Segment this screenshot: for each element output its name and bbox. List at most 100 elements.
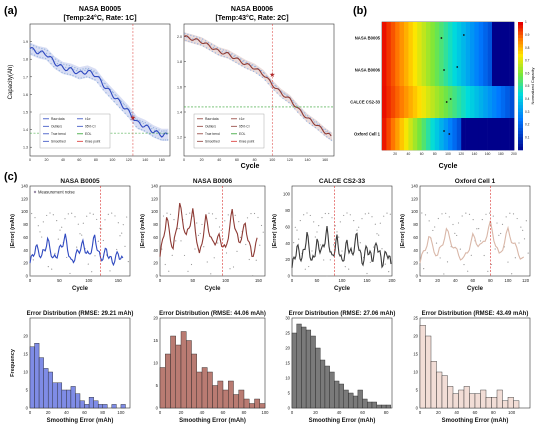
noise-point [419,266,421,268]
error-y-tick: 40 [285,241,290,246]
panel-a-left: NASA B0005 [Temp:24°C, Rate: 1C] Capacit… [8,6,171,162]
histogram-y-tick: 5 [416,388,419,393]
error-y-tick: 0 [416,274,419,279]
noise-point [229,268,231,270]
smoothed-line [183,35,332,137]
histogram-bar [343,389,349,409]
noise-point [91,271,93,273]
histogram-bar [222,389,229,409]
raw-data-point [77,77,80,79]
error-panel-title: CALCE CS2-33 [319,178,366,185]
histogram-panel: Error Distribution (RMSE: 44.06 mAh) Smoo… [153,311,269,424]
noise-point [369,261,371,263]
raw-data-point [44,57,47,60]
heatmap-cell [430,86,436,119]
legend-label: Smoothed [51,140,66,144]
raw-data-point [105,92,107,94]
noise-point [168,270,170,272]
histogram-bar [243,398,250,409]
noise-point [383,215,385,217]
legend-box [193,113,265,149]
legend-label: True trend [205,132,220,136]
panel-letter-a: (a) [4,5,18,17]
heatmap-cell [505,22,510,55]
noise-point [234,214,236,216]
noise-point [338,236,340,238]
noise-point [232,266,235,268]
raw-data-point [225,50,227,52]
raw-data-point [82,68,84,70]
error-y-tick: 60 [285,224,290,229]
histogram-ylabel: Frequency [10,348,16,377]
noise-point [185,213,187,215]
error-y-tick: 80 [23,222,28,227]
error-x-tick: 80 [488,278,493,283]
error-y-tick: 20 [23,261,28,266]
knee-point-star: ★ [269,71,275,79]
noise-point [180,240,182,242]
error-plot-area [159,185,266,277]
noise-point [507,261,509,263]
noise-point [490,263,493,266]
raw-data-point [97,81,99,84]
raw-data-point [293,101,295,104]
raw-data-point [263,72,266,75]
error-xlabel: Cycle [467,286,484,292]
error-x-tick: 60 [470,278,475,283]
histogram-x-tick: 20 [179,410,184,415]
y-tick-label: 1.3 [23,146,28,150]
colorbar-segment [518,98,523,103]
raw-data-point [150,127,153,130]
y-tick-label: 1.9 [23,40,28,44]
raw-data-point [234,54,236,57]
noise-point [296,229,298,231]
heatmap-cell [390,22,396,55]
error-x-tick: 50 [190,278,195,283]
histogram-bar [376,404,382,409]
raw-data-point [211,50,214,52]
heatmap-cell [430,54,436,87]
noise-point [122,224,124,226]
histogram-x-tick: 80 [384,410,389,415]
noise-point [294,226,296,228]
heatmap-cell [434,54,440,87]
raw-data-point [314,126,317,129]
heatmap-cell [470,22,475,55]
raw-data-point [33,54,36,56]
error-xlabel: Cycle [334,286,351,292]
raw-data-point [297,111,299,113]
histogram-bar [196,371,203,409]
raw-data-point [190,34,192,37]
raw-data-point [71,65,73,68]
heatmap-cell [470,118,475,151]
noise-point [374,223,376,225]
noise-point [465,212,467,214]
raw-data-point [75,69,78,72]
raw-data-point [244,66,246,69]
heatmap-cell [452,54,458,87]
heatmap-cell [496,118,502,151]
x-tick-label: 100 [109,158,115,162]
raw-data-point [247,68,249,70]
heatmap-cell [448,22,453,55]
colorbar-segment [518,79,523,84]
raw-data-point [315,121,318,123]
raw-data-point [157,137,159,140]
raw-data-point [299,114,302,116]
raw-data-point [35,46,38,48]
heatmap-cell [412,54,418,87]
histogram-y-tick: 0 [26,406,29,411]
raw-data-point [38,47,40,49]
histogram-y-tick: 0 [288,406,291,411]
raw-data-point [65,64,68,66]
raw-data-point [214,52,217,54]
raw-data-point [192,38,194,40]
raw-data-point [46,49,49,52]
histogram-x-tick: 60 [221,410,226,415]
colorbar-tick: 0.1 [525,135,530,139]
raw-data-point [111,91,114,93]
raw-data-point [43,48,46,50]
raw-data-point [75,76,77,78]
error-trace-panel: Oxford Cell 1 |Error| (mAh) Cycle 0 20 40 60 80… [400,178,531,292]
noise-point [456,234,458,237]
